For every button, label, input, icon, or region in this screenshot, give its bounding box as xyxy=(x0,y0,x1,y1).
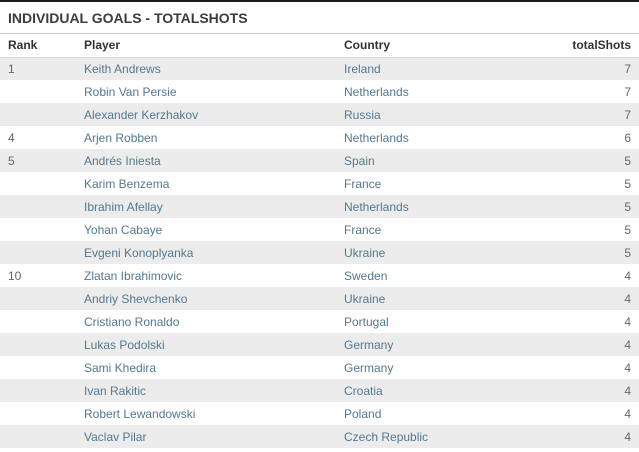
rank-cell: 4 xyxy=(0,126,84,149)
country-link[interactable]: France xyxy=(344,172,564,195)
country-link[interactable]: Spain xyxy=(344,149,564,172)
totalshots-cell: 5 xyxy=(564,172,639,195)
totalshots-cell: 7 xyxy=(564,57,639,80)
totalshots-cell: 7 xyxy=(564,80,639,103)
table-row: Ivan Rakitic Croatia 4 xyxy=(0,379,639,402)
table-row: Sami Khedira Germany 4 xyxy=(0,356,639,379)
player-link[interactable]: Alexander Kerzhakov xyxy=(84,103,344,126)
rank-cell xyxy=(0,310,84,333)
country-link[interactable]: Germany xyxy=(344,333,564,356)
country-link[interactable]: Netherlands xyxy=(344,195,564,218)
player-link[interactable]: Cristiano Ronaldo xyxy=(84,310,344,333)
rank-cell xyxy=(0,241,84,264)
column-header-country[interactable]: Country xyxy=(344,34,564,58)
player-link[interactable]: Yohan Cabaye xyxy=(84,218,344,241)
totalshots-cell: 7 xyxy=(564,103,639,126)
rank-cell xyxy=(0,195,84,218)
country-link[interactable]: Portugal xyxy=(344,310,564,333)
page-title: INDIVIDUAL GOALS - TOTALSHOTS xyxy=(8,10,248,26)
player-link[interactable]: Vaclav Pilar xyxy=(84,425,344,448)
player-link[interactable]: Andrés Iniesta xyxy=(84,149,344,172)
rank-cell: 10 xyxy=(0,264,84,287)
rank-cell xyxy=(0,402,84,425)
country-link[interactable]: Czech Republic xyxy=(344,425,564,448)
rank-cell xyxy=(0,425,84,448)
country-link[interactable]: France xyxy=(344,218,564,241)
player-link[interactable]: Evgeni Konoplyanka xyxy=(84,241,344,264)
totalshots-cell: 4 xyxy=(564,264,639,287)
table-row: 1 Keith Andrews Ireland 7 xyxy=(0,57,639,80)
table-row: Ibrahim Afellay Netherlands 5 xyxy=(0,195,639,218)
table-row: Robin Van Persie Netherlands 7 xyxy=(0,80,639,103)
table-row: Andriy Shevchenko Ukraine 4 xyxy=(0,287,639,310)
header-row: Rank Player Country totalShots xyxy=(0,34,639,58)
totalshots-cell: 4 xyxy=(564,425,639,448)
totalshots-cell: 4 xyxy=(564,379,639,402)
shots-table: Rank Player Country totalShots 1 Keith A… xyxy=(0,34,639,448)
totalshots-cell: 4 xyxy=(564,287,639,310)
rank-cell xyxy=(0,80,84,103)
totalshots-cell: 4 xyxy=(564,402,639,425)
totalshots-cell: 4 xyxy=(564,356,639,379)
totalshots-cell: 5 xyxy=(564,195,639,218)
player-link[interactable]: Robin Van Persie xyxy=(84,80,344,103)
table-body: 1 Keith Andrews Ireland 7 Robin Van Pers… xyxy=(0,57,639,448)
table-row: Evgeni Konoplyanka Ukraine 5 xyxy=(0,241,639,264)
country-link[interactable]: Croatia xyxy=(344,379,564,402)
country-link[interactable]: Netherlands xyxy=(344,126,564,149)
player-link[interactable]: Arjen Robben xyxy=(84,126,344,149)
player-link[interactable]: Ibrahim Afellay xyxy=(84,195,344,218)
table-row: Vaclav Pilar Czech Republic 4 xyxy=(0,425,639,448)
rank-cell xyxy=(0,379,84,402)
country-link[interactable]: Germany xyxy=(344,356,564,379)
table-row: Yohan Cabaye France 5 xyxy=(0,218,639,241)
player-link[interactable]: Ivan Rakitic xyxy=(84,379,344,402)
rank-cell xyxy=(0,103,84,126)
country-link[interactable]: Ukraine xyxy=(344,287,564,310)
player-link[interactable]: Robert Lewandowski xyxy=(84,402,344,425)
player-link[interactable]: Zlatan Ibrahimovic xyxy=(84,264,344,287)
totalshots-cell: 5 xyxy=(564,241,639,264)
table-row: 10 Zlatan Ibrahimovic Sweden 4 xyxy=(0,264,639,287)
rank-cell xyxy=(0,172,84,195)
player-link[interactable]: Karim Benzema xyxy=(84,172,344,195)
table-row: Lukas Podolski Germany 4 xyxy=(0,333,639,356)
rank-cell: 5 xyxy=(0,149,84,172)
rank-cell xyxy=(0,333,84,356)
totalshots-cell: 5 xyxy=(564,149,639,172)
rank-cell xyxy=(0,356,84,379)
table-row: Alexander Kerzhakov Russia 7 xyxy=(0,103,639,126)
table-row: 4 Arjen Robben Netherlands 6 xyxy=(0,126,639,149)
table-row: Cristiano Ronaldo Portugal 4 xyxy=(0,310,639,333)
column-header-totalshots[interactable]: totalShots xyxy=(564,34,639,58)
country-link[interactable]: Poland xyxy=(344,402,564,425)
title-bar: INDIVIDUAL GOALS - TOTALSHOTS xyxy=(0,2,639,34)
table-row: Karim Benzema France 5 xyxy=(0,172,639,195)
rank-cell: 1 xyxy=(0,57,84,80)
top-accent-bar xyxy=(0,0,639,2)
rank-cell xyxy=(0,287,84,310)
player-link[interactable]: Lukas Podolski xyxy=(84,333,344,356)
totalshots-cell: 4 xyxy=(564,310,639,333)
country-link[interactable]: Ukraine xyxy=(344,241,564,264)
column-header-rank[interactable]: Rank xyxy=(0,34,84,58)
player-link[interactable]: Sami Khedira xyxy=(84,356,344,379)
totalshots-cell: 5 xyxy=(564,218,639,241)
totalshots-cell: 4 xyxy=(564,333,639,356)
player-link[interactable]: Keith Andrews xyxy=(84,57,344,80)
rank-cell xyxy=(0,218,84,241)
player-link[interactable]: Andriy Shevchenko xyxy=(84,287,344,310)
country-link[interactable]: Netherlands xyxy=(344,80,564,103)
country-link[interactable]: Ireland xyxy=(344,57,564,80)
column-header-player[interactable]: Player xyxy=(84,34,344,58)
table-row: 5 Andrés Iniesta Spain 5 xyxy=(0,149,639,172)
table-row: Robert Lewandowski Poland 4 xyxy=(0,402,639,425)
country-link[interactable]: Russia xyxy=(344,103,564,126)
country-link[interactable]: Sweden xyxy=(344,264,564,287)
totalshots-cell: 6 xyxy=(564,126,639,149)
